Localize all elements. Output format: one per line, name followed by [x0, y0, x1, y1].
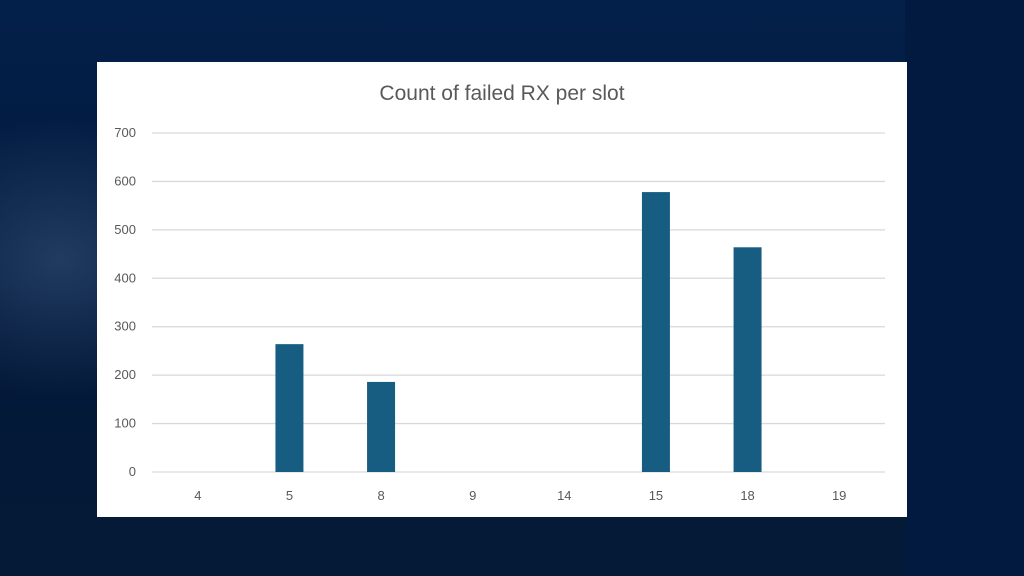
x-tick-label: 14	[557, 488, 571, 503]
y-tick-label: 200	[114, 367, 136, 382]
y-tick-label: 0	[129, 464, 136, 479]
bar-chart: 0 100 200 300 400 500 600 700 4 5 8 9 14 15 18 19	[114, 125, 885, 503]
x-tick-label: 15	[649, 488, 663, 503]
chart-card: Count of failed RX per slot 0 100 200 300 40…	[97, 62, 907, 517]
chart-title: Count of failed RX per slot	[379, 82, 625, 105]
x-tick-label: 5	[286, 488, 293, 503]
x-tick-label: 18	[740, 488, 754, 503]
x-tick-label: 19	[832, 488, 846, 503]
y-tick-label: 600	[114, 173, 136, 188]
bar-15	[641, 192, 670, 472]
bar-8	[367, 381, 396, 472]
y-tick-label: 100	[114, 416, 136, 431]
y-tick-label: 500	[114, 222, 136, 237]
y-tick-label: 700	[114, 125, 136, 140]
x-tick-label: 8	[377, 488, 384, 503]
bar-18	[733, 247, 762, 472]
x-tick-label: 9	[469, 488, 476, 503]
x-tick-label: 4	[194, 488, 201, 503]
background-right-panel	[905, 0, 1024, 576]
y-tick-label: 300	[114, 319, 136, 334]
bar-5	[275, 344, 304, 472]
y-tick-label: 400	[114, 270, 136, 285]
